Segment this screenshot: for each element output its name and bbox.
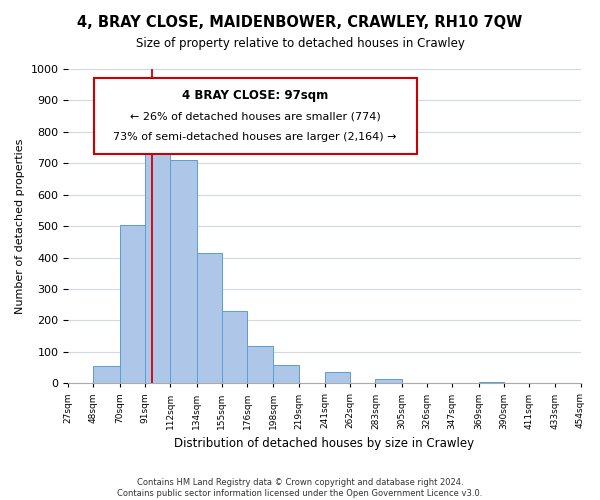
Bar [222,311,247,384]
Text: 4, BRAY CLOSE, MAIDENBOWER, CRAWLEY, RH10 7QW: 4, BRAY CLOSE, MAIDENBOWER, CRAWLEY, RH1… [77,15,523,30]
Bar [376,379,402,384]
Bar [94,366,120,384]
Text: 4 BRAY CLOSE: 97sqm: 4 BRAY CLOSE: 97sqm [182,88,328,102]
Bar [170,160,197,384]
Bar [120,224,145,384]
Bar [197,253,222,384]
X-axis label: Distribution of detached houses by size in Crawley: Distribution of detached houses by size … [175,437,475,450]
Text: 73% of semi-detached houses are larger (2,164) →: 73% of semi-detached houses are larger (… [113,132,397,142]
Text: Size of property relative to detached houses in Crawley: Size of property relative to detached ho… [136,38,464,51]
Y-axis label: Number of detached properties: Number of detached properties [15,138,25,314]
Bar [247,346,274,384]
Bar [479,382,504,384]
Bar [145,122,170,384]
Bar [325,372,350,384]
Text: ← 26% of detached houses are smaller (774): ← 26% of detached houses are smaller (77… [130,111,380,121]
Text: Contains HM Land Registry data © Crown copyright and database right 2024.
Contai: Contains HM Land Registry data © Crown c… [118,478,482,498]
Bar [274,366,299,384]
